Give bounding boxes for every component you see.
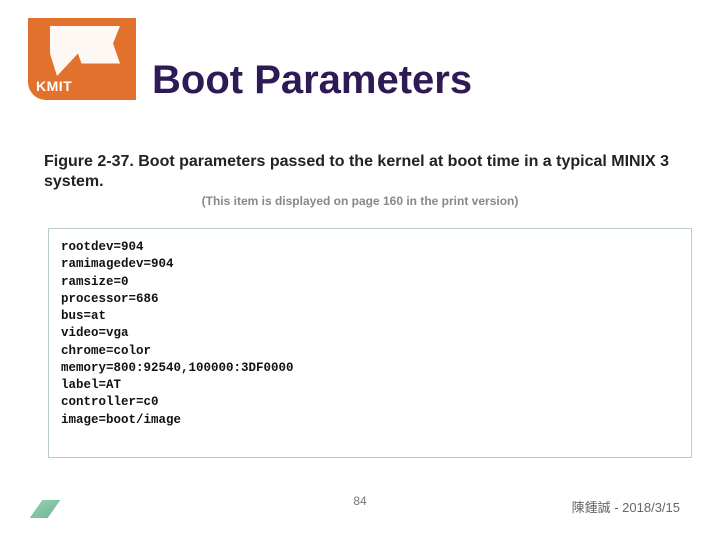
kmit-logo: KMIT — [28, 18, 136, 100]
code-line: video=vga — [61, 326, 129, 340]
code-line: controller=c0 — [61, 395, 159, 409]
logo-brand-text: KMIT — [36, 78, 72, 94]
code-line: ramsize=0 — [61, 275, 129, 289]
code-listing: rootdev=904 ramimagedev=904 ramsize=0 pr… — [48, 228, 692, 458]
print-note: (This item is displayed on page 160 in t… — [0, 194, 720, 208]
code-line: rootdev=904 — [61, 240, 144, 254]
figure-caption: Figure 2-37. Boot parameters passed to t… — [44, 152, 676, 192]
code-line: processor=686 — [61, 292, 159, 306]
footer-author-date: 陳鍾誠 - 2018/3/15 — [572, 497, 680, 516]
code-line: label=AT — [61, 378, 121, 392]
page-title: Boot Parameters — [152, 58, 472, 103]
code-line: chrome=color — [61, 344, 151, 358]
code-line: ramimagedev=904 — [61, 257, 174, 271]
code-line: image=boot/image — [61, 413, 181, 427]
code-line: bus=at — [61, 309, 106, 323]
code-line: memory=800:92540,100000:3DF0000 — [61, 361, 294, 375]
